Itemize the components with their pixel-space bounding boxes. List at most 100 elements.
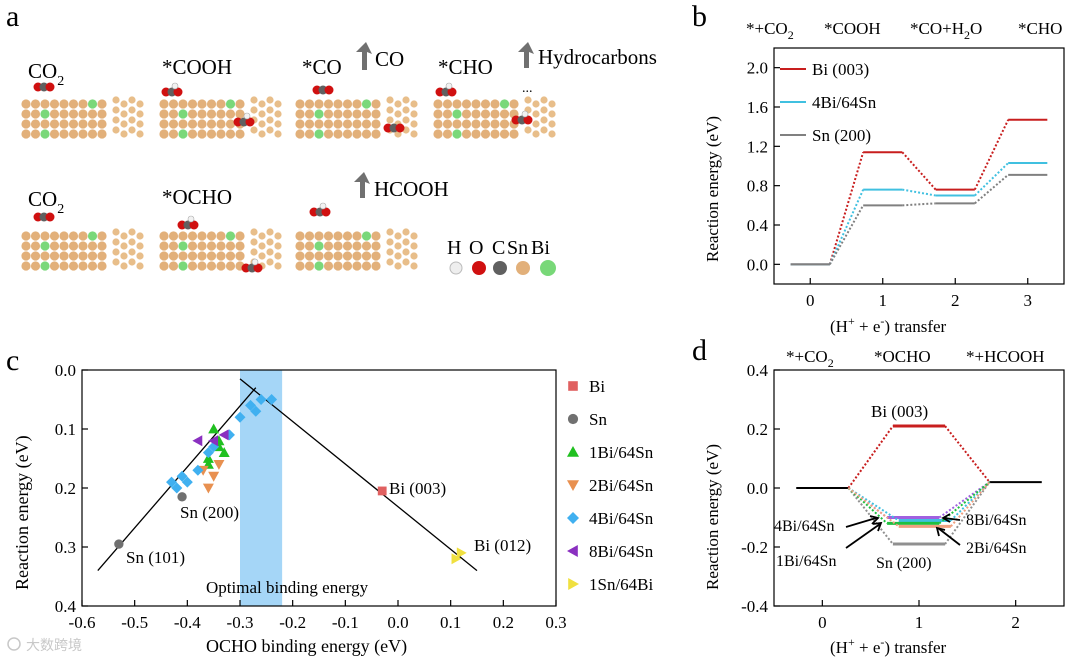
sn-atom xyxy=(480,109,491,119)
legend-o-ball xyxy=(472,261,486,275)
d-annot-1bi: 1Bi/64Sn xyxy=(776,553,836,570)
sn-atom xyxy=(352,261,362,271)
sn-atom xyxy=(112,116,120,124)
sn-atom xyxy=(304,99,315,109)
sn-atom xyxy=(187,231,198,241)
panel-b-axes: 0.0 0.4 0.8 1.2 1.6 2.0 0 1 2 3 xyxy=(747,59,1032,310)
o-atom xyxy=(395,123,405,133)
sn-atom xyxy=(235,99,245,109)
sn-atom xyxy=(342,99,353,109)
sn-atom xyxy=(178,251,188,261)
sn-atom xyxy=(540,106,548,114)
sn-atom xyxy=(40,119,50,129)
sn-atom xyxy=(342,129,353,139)
legend-marker xyxy=(567,413,579,425)
sn-atom xyxy=(548,130,556,138)
sn-atom xyxy=(258,242,266,250)
legend-label: 1Sn/64Bi xyxy=(589,575,654,594)
connector-Bi (003) xyxy=(828,151,865,265)
sn-atom xyxy=(442,99,453,109)
sn-atom xyxy=(433,119,443,129)
sn-atom xyxy=(250,228,258,236)
y-tick-label: 0.8 xyxy=(747,177,768,196)
sn-atom xyxy=(250,126,258,134)
sn-atom xyxy=(30,251,41,261)
sn-atom xyxy=(30,99,41,109)
d-annot-bi003: Bi (003) xyxy=(871,402,928,421)
point-8Bi/64Sn xyxy=(208,435,219,447)
point-2Bi/64Sn xyxy=(202,483,214,494)
sn-atom xyxy=(30,119,41,129)
sn-atom xyxy=(342,261,353,271)
sn-atom xyxy=(49,129,60,139)
sn-atom xyxy=(480,99,491,109)
sn-atom xyxy=(21,241,31,251)
sn-atom xyxy=(314,231,324,241)
d-annot-2bi: 2Bi/64Sn xyxy=(966,540,1026,557)
sn-atom xyxy=(295,99,305,109)
sn-atom xyxy=(386,238,394,246)
panel-d-state-2: *+HCOOH xyxy=(966,347,1045,366)
sn-atom xyxy=(206,109,217,119)
bi-atom xyxy=(40,241,50,251)
sn-atom xyxy=(206,99,217,109)
panel-b-letter: b xyxy=(692,0,707,33)
panel-d-letter: d xyxy=(692,334,707,367)
sn-atom xyxy=(274,232,282,240)
sn-atom xyxy=(59,231,69,241)
sn-atom xyxy=(548,100,556,108)
sn-atom xyxy=(274,100,282,108)
sn-atom xyxy=(21,109,31,119)
sn-atom xyxy=(274,252,282,260)
sn-atom xyxy=(187,119,198,129)
sn-atom xyxy=(68,261,79,271)
sn-atom xyxy=(30,231,41,241)
sn-atom xyxy=(394,232,402,240)
point-1Bi/64Sn xyxy=(208,423,220,434)
sn-atom xyxy=(49,119,60,129)
sn-atom xyxy=(394,242,402,250)
panel-d-axes: -0.4 -0.2 0.0 0.2 0.4 0 1 2 xyxy=(741,361,1020,632)
sn-atom xyxy=(159,129,169,139)
sn-atom xyxy=(371,251,381,261)
fit-line xyxy=(97,387,257,572)
sn-atom xyxy=(168,119,179,129)
x-tick-label: 0.2 xyxy=(493,613,514,632)
sn-atom xyxy=(304,119,315,129)
sn-atom xyxy=(442,129,453,139)
bi-atom xyxy=(314,261,324,271)
point-4Bi/64Sn xyxy=(166,476,178,488)
legend-marker xyxy=(567,512,579,524)
point-4Bi/64Sn xyxy=(250,405,262,417)
sn-atom xyxy=(87,109,98,119)
panel-c-frame xyxy=(81,369,557,607)
sn-atom xyxy=(333,261,343,271)
sn-atom xyxy=(258,120,266,128)
sn-atom xyxy=(342,109,353,119)
panel-c-axes: 0.0 0.1 0.2 0.3 0.4-0.6 -0.5 -0.4 -0.3 -0.2 -0.1 0… xyxy=(55,361,567,632)
sn-atom xyxy=(540,116,548,124)
h-atom xyxy=(319,202,327,210)
sn-atom xyxy=(187,109,198,119)
legend-label: Bi xyxy=(589,377,605,396)
sn-atom xyxy=(187,251,198,261)
sn-atom xyxy=(136,252,144,260)
sn-atom xyxy=(342,231,353,241)
legend-h-ball xyxy=(449,261,463,275)
sn-atom xyxy=(97,251,107,261)
sn-atom xyxy=(159,261,169,271)
legend-label: 2Bi/64Sn xyxy=(589,476,654,495)
sn-atom xyxy=(30,129,41,139)
sn-atom xyxy=(471,129,481,139)
sn-atom xyxy=(323,261,334,271)
bi-atom xyxy=(178,129,188,139)
sn-atom xyxy=(159,251,169,261)
sn-atom xyxy=(120,120,128,128)
point-Sn xyxy=(177,492,187,502)
x-tick-label: 0 xyxy=(806,291,815,310)
sn-atom xyxy=(361,261,372,271)
sn-atom xyxy=(128,258,136,266)
o-atom xyxy=(245,117,255,127)
sn-atom xyxy=(433,109,443,119)
bi-atom xyxy=(87,99,98,109)
